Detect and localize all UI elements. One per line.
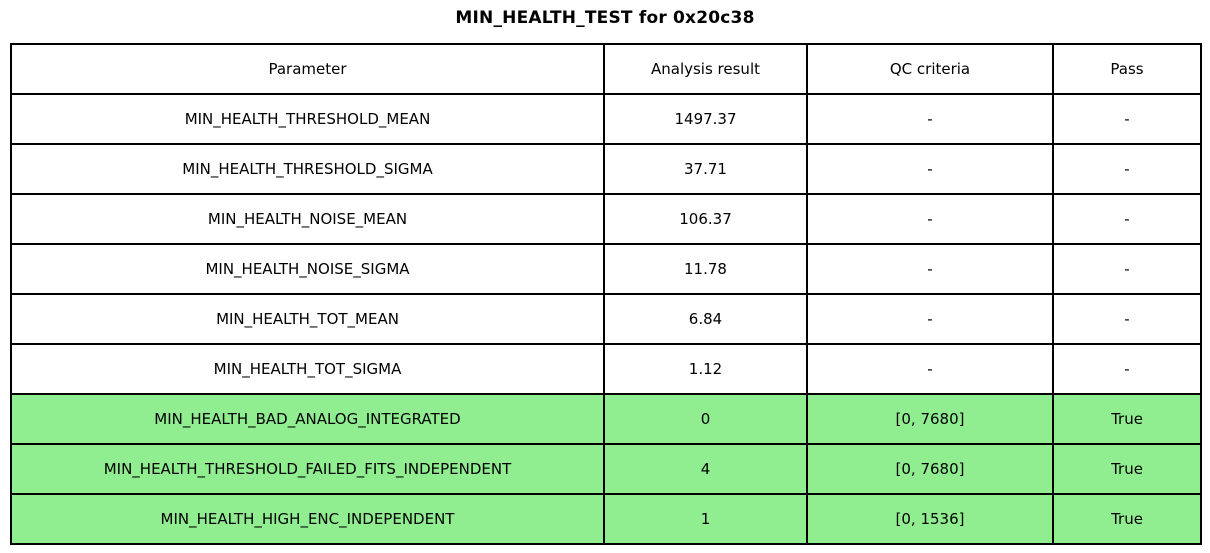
qc-criteria-cell: - [806,243,1054,295]
header-row: Parameter Analysis result QC criteria Pa… [10,43,1202,95]
result-cell: 6.84 [603,293,808,345]
result-cell: 4 [603,443,808,495]
parameter-cell: MIN_HEALTH_HIGH_ENC_INDEPENDENT [10,493,605,545]
table-row: MIN_HEALTH_TOT_SIGMA 1.12 - - [10,343,1202,395]
parameter-cell: MIN_HEALTH_NOISE_MEAN [10,193,605,245]
table-row: MIN_HEALTH_BAD_ANALOG_INTEGRATED 0 [0, 7… [10,393,1202,445]
column-header-analysis-result: Analysis result [603,43,808,95]
pass-cell: - [1052,293,1202,345]
pass-cell: - [1052,343,1202,395]
table-row: MIN_HEALTH_TOT_MEAN 6.84 - - [10,293,1202,345]
pass-cell: - [1052,93,1202,145]
result-cell: 0 [603,393,808,445]
qc-criteria-cell: - [806,193,1054,245]
pass-cell: - [1052,243,1202,295]
pass-cell: True [1052,393,1202,445]
qc-criteria-cell: - [806,343,1054,395]
parameter-cell: MIN_HEALTH_BAD_ANALOG_INTEGRATED [10,393,605,445]
parameter-cell: MIN_HEALTH_NOISE_SIGMA [10,243,605,295]
result-cell: 106.37 [603,193,808,245]
result-cell: 1.12 [603,343,808,395]
parameter-cell: MIN_HEALTH_THRESHOLD_MEAN [10,93,605,145]
qc-criteria-cell: [0, 1536] [806,493,1054,545]
pass-cell: True [1052,443,1202,495]
page-title: MIN_HEALTH_TEST for 0x20c38 [455,8,755,28]
pass-cell: - [1052,193,1202,245]
table-row: MIN_HEALTH_NOISE_SIGMA 11.78 - - [10,243,1202,295]
table-row: MIN_HEALTH_HIGH_ENC_INDEPENDENT 1 [0, 15… [10,493,1202,545]
column-header-parameter: Parameter [10,43,605,95]
column-header-qc-criteria: QC criteria [806,43,1054,95]
pass-cell: True [1052,493,1202,545]
table-row: MIN_HEALTH_NOISE_MEAN 106.37 - - [10,193,1202,245]
parameter-cell: MIN_HEALTH_THRESHOLD_SIGMA [10,143,605,195]
table-row: MIN_HEALTH_THRESHOLD_FAILED_FITS_INDEPEN… [10,443,1202,495]
parameter-cell: MIN_HEALTH_TOT_MEAN [10,293,605,345]
parameter-cell: MIN_HEALTH_TOT_SIGMA [10,343,605,395]
qc-criteria-cell: - [806,93,1054,145]
result-cell: 11.78 [603,243,808,295]
table-row: MIN_HEALTH_THRESHOLD_SIGMA 37.71 - - [10,143,1202,195]
qc-criteria-cell: [0, 7680] [806,443,1054,495]
parameter-cell: MIN_HEALTH_THRESHOLD_FAILED_FITS_INDEPEN… [10,443,605,495]
column-header-pass: Pass [1052,43,1202,95]
qc-criteria-cell: - [806,293,1054,345]
result-cell: 1 [603,493,808,545]
result-cell: 37.71 [603,143,808,195]
pass-cell: - [1052,143,1202,195]
qc-criteria-cell: [0, 7680] [806,393,1054,445]
qc-results-table: Parameter Analysis result QC criteria Pa… [10,43,1202,545]
table-row: MIN_HEALTH_THRESHOLD_MEAN 1497.37 - - [10,93,1202,145]
result-cell: 1497.37 [603,93,808,145]
qc-criteria-cell: - [806,143,1054,195]
